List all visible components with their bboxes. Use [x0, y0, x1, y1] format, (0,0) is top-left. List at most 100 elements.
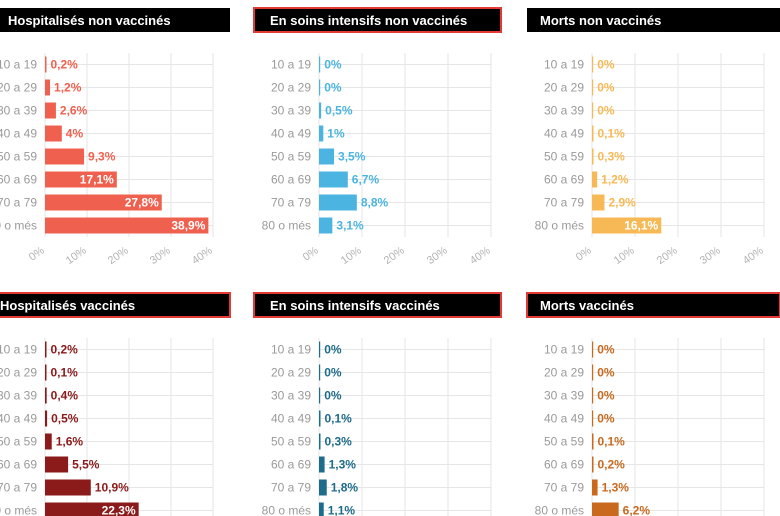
bar — [45, 171, 117, 188]
panel-5: En soins intensifs vaccinés 10 a 19 0% 20 a… — [253, 292, 502, 516]
bar — [592, 148, 594, 165]
panel-2: En soins intensifs non vaccinés 10 a 19 0%… — [253, 7, 502, 268]
category-label: 80 o més — [262, 504, 311, 516]
category-label: 80 o més — [0, 504, 37, 516]
panel-title-bar — [526, 292, 780, 318]
data-label: 1,6% — [56, 435, 84, 449]
category-label: 60 a 69 — [544, 173, 584, 187]
tick-label: 20% — [106, 245, 131, 268]
panel-title-bar — [0, 8, 230, 32]
category-label: 50 a 59 — [544, 435, 584, 449]
data-label: 0,1% — [598, 127, 626, 141]
category-label: 70 a 79 — [271, 481, 311, 495]
category-label: 10 a 19 — [0, 343, 37, 357]
category-label: 20 a 29 — [271, 81, 311, 95]
bar — [45, 341, 47, 358]
category-label: 80 o més — [535, 219, 584, 233]
data-label: 27,8% — [125, 196, 159, 210]
data-label: 1,2% — [601, 173, 629, 187]
tick-label: 40% — [190, 245, 215, 268]
bar — [45, 194, 162, 211]
bar — [45, 502, 139, 516]
bar — [45, 433, 52, 450]
data-label: 0% — [324, 389, 342, 403]
category-label: 30 a 39 — [544, 389, 584, 403]
data-label: 1,3% — [329, 458, 357, 472]
data-label: 0,4% — [51, 389, 79, 403]
category-label: 60 a 69 — [271, 173, 311, 187]
category-label: 50 a 59 — [0, 150, 37, 164]
bar — [319, 194, 357, 211]
tick-label: 10% — [64, 245, 89, 268]
data-label: 5,5% — [72, 458, 100, 472]
bar — [319, 364, 321, 381]
data-label: 0% — [597, 58, 615, 72]
panel-title: En soins intensifs vaccinés — [270, 298, 440, 313]
data-label: 0% — [324, 343, 342, 357]
data-label: 0% — [597, 81, 615, 95]
data-label: 1,3% — [602, 481, 630, 495]
data-label: 22,3% — [102, 504, 136, 516]
bar — [592, 56, 594, 73]
tick-label: 20% — [382, 245, 407, 268]
category-label: 10 a 19 — [544, 58, 584, 72]
category-label: 20 a 29 — [271, 366, 311, 380]
category-label: 40 a 49 — [0, 127, 37, 141]
bar — [45, 456, 69, 473]
data-label: 0,1% — [325, 412, 353, 426]
data-label: 6,7% — [352, 173, 380, 187]
data-label: 6,2% — [623, 504, 651, 516]
tick-label: 30% — [148, 245, 173, 268]
panel-title: Hospitalisés vaccinés — [0, 298, 135, 313]
category-label: 50 a 59 — [271, 435, 311, 449]
bar — [592, 217, 662, 234]
bar — [592, 194, 605, 211]
category-label: 80 o més — [535, 504, 584, 516]
panel-6: Morts vaccinés 10 a 19 0% 20 a 29 0% 30 a 39 0… — [526, 292, 780, 516]
category-label: 40 a 49 — [544, 127, 584, 141]
data-label: 1,1% — [328, 504, 356, 516]
data-label: 2,6% — [60, 104, 88, 118]
tick-label: 20% — [655, 245, 680, 268]
category-label: 40 a 49 — [271, 127, 311, 141]
tick-label: 40% — [741, 245, 766, 268]
category-label: 70 a 79 — [0, 196, 37, 210]
panel-title: Morts non vaccinés — [540, 13, 661, 28]
bar — [319, 171, 348, 188]
panel-title: En soins intensifs non vaccinés — [270, 13, 467, 28]
category-label: 50 a 59 — [544, 150, 584, 164]
bar — [592, 502, 619, 516]
category-label: 10 a 19 — [271, 58, 311, 72]
category-label: 60 a 69 — [544, 458, 584, 472]
panel-3: Morts non vaccinés 10 a 19 0% 20 a 29 0% 30 a… — [527, 8, 780, 267]
bar — [319, 217, 333, 234]
bar — [592, 364, 594, 381]
category-label: 30 a 39 — [0, 104, 37, 118]
bar — [45, 479, 91, 496]
data-label: 17,1% — [80, 173, 114, 187]
bar — [45, 102, 56, 119]
bar — [319, 433, 321, 450]
data-label: 4% — [66, 127, 84, 141]
category-label: 10 a 19 — [0, 58, 37, 72]
data-label: 0,5% — [51, 412, 79, 426]
bar — [592, 341, 594, 358]
data-label: 0% — [324, 58, 342, 72]
data-label: 16,1% — [624, 219, 658, 233]
category-label: 20 a 29 — [544, 81, 584, 95]
bar — [319, 56, 321, 73]
panel-title: Hospitalisés non vaccinés — [8, 13, 171, 28]
bar — [319, 79, 321, 96]
tick-label: 10% — [339, 245, 364, 268]
bar — [319, 387, 321, 404]
panel-title-bar — [253, 7, 502, 33]
bar — [592, 433, 594, 450]
category-label: 10 a 19 — [544, 343, 584, 357]
data-label: 0,2% — [598, 458, 626, 472]
data-label: 9,3% — [88, 150, 116, 164]
bar — [592, 171, 598, 188]
data-label: 0,5% — [325, 104, 353, 118]
bar — [319, 341, 321, 358]
category-label: 70 a 79 — [271, 196, 311, 210]
tick-label: 0% — [574, 245, 594, 264]
